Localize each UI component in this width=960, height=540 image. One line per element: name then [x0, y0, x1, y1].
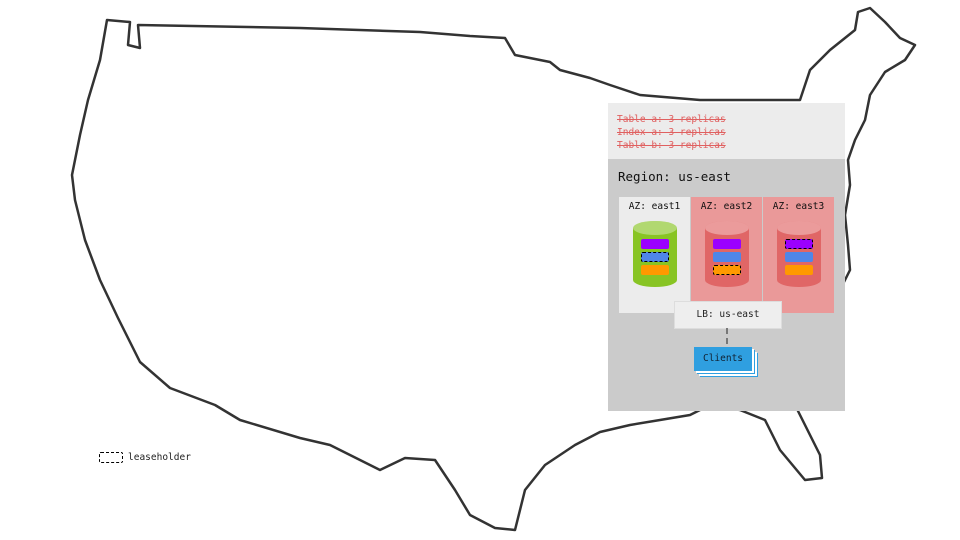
- az-2: AZ: east2: [691, 197, 762, 313]
- replica-1: [713, 239, 741, 249]
- az-label: AZ: east2: [700, 201, 753, 212]
- constraint-table-b: Table b: 3 replicas: [617, 140, 726, 151]
- constraint-table-a: Table a: 3 replicas: [617, 114, 726, 125]
- az-1: AZ: east1: [619, 197, 690, 313]
- replica-3: [641, 265, 669, 275]
- leaseholder-legend-swatch: [99, 452, 123, 463]
- replication-constraints-panel: Table a: 3 replicas Index a: 3 replicas …: [608, 103, 845, 159]
- replica-2: [785, 252, 813, 262]
- clients: Clients: [694, 347, 752, 371]
- load-balancer: LB: us-east: [674, 301, 782, 329]
- legend: leaseholder: [99, 452, 191, 463]
- database-cylinder-icon: [633, 221, 677, 287]
- leaseholder-replica-3: [713, 265, 741, 275]
- az-3: AZ: east3: [763, 197, 834, 313]
- region-us-east: Region: us-east AZ: east1 AZ: east2 AZ: ea…: [608, 159, 845, 411]
- replica-3: [785, 265, 813, 275]
- leaseholder-replica-1: [785, 239, 813, 249]
- lb-client-connector: [726, 328, 728, 346]
- replica-2: [713, 252, 741, 262]
- replica-1: [641, 239, 669, 249]
- leaseholder-replica-2: [641, 252, 669, 262]
- constraint-index-a: Index a: 3 replicas: [617, 127, 726, 138]
- az-label: AZ: east1: [628, 201, 681, 212]
- database-cylinder-icon: [777, 221, 821, 287]
- legend-label: leaseholder: [128, 452, 191, 463]
- database-cylinder-icon: [705, 221, 749, 287]
- az-label: AZ: east3: [772, 201, 825, 212]
- region-title: Region: us-east: [618, 169, 731, 184]
